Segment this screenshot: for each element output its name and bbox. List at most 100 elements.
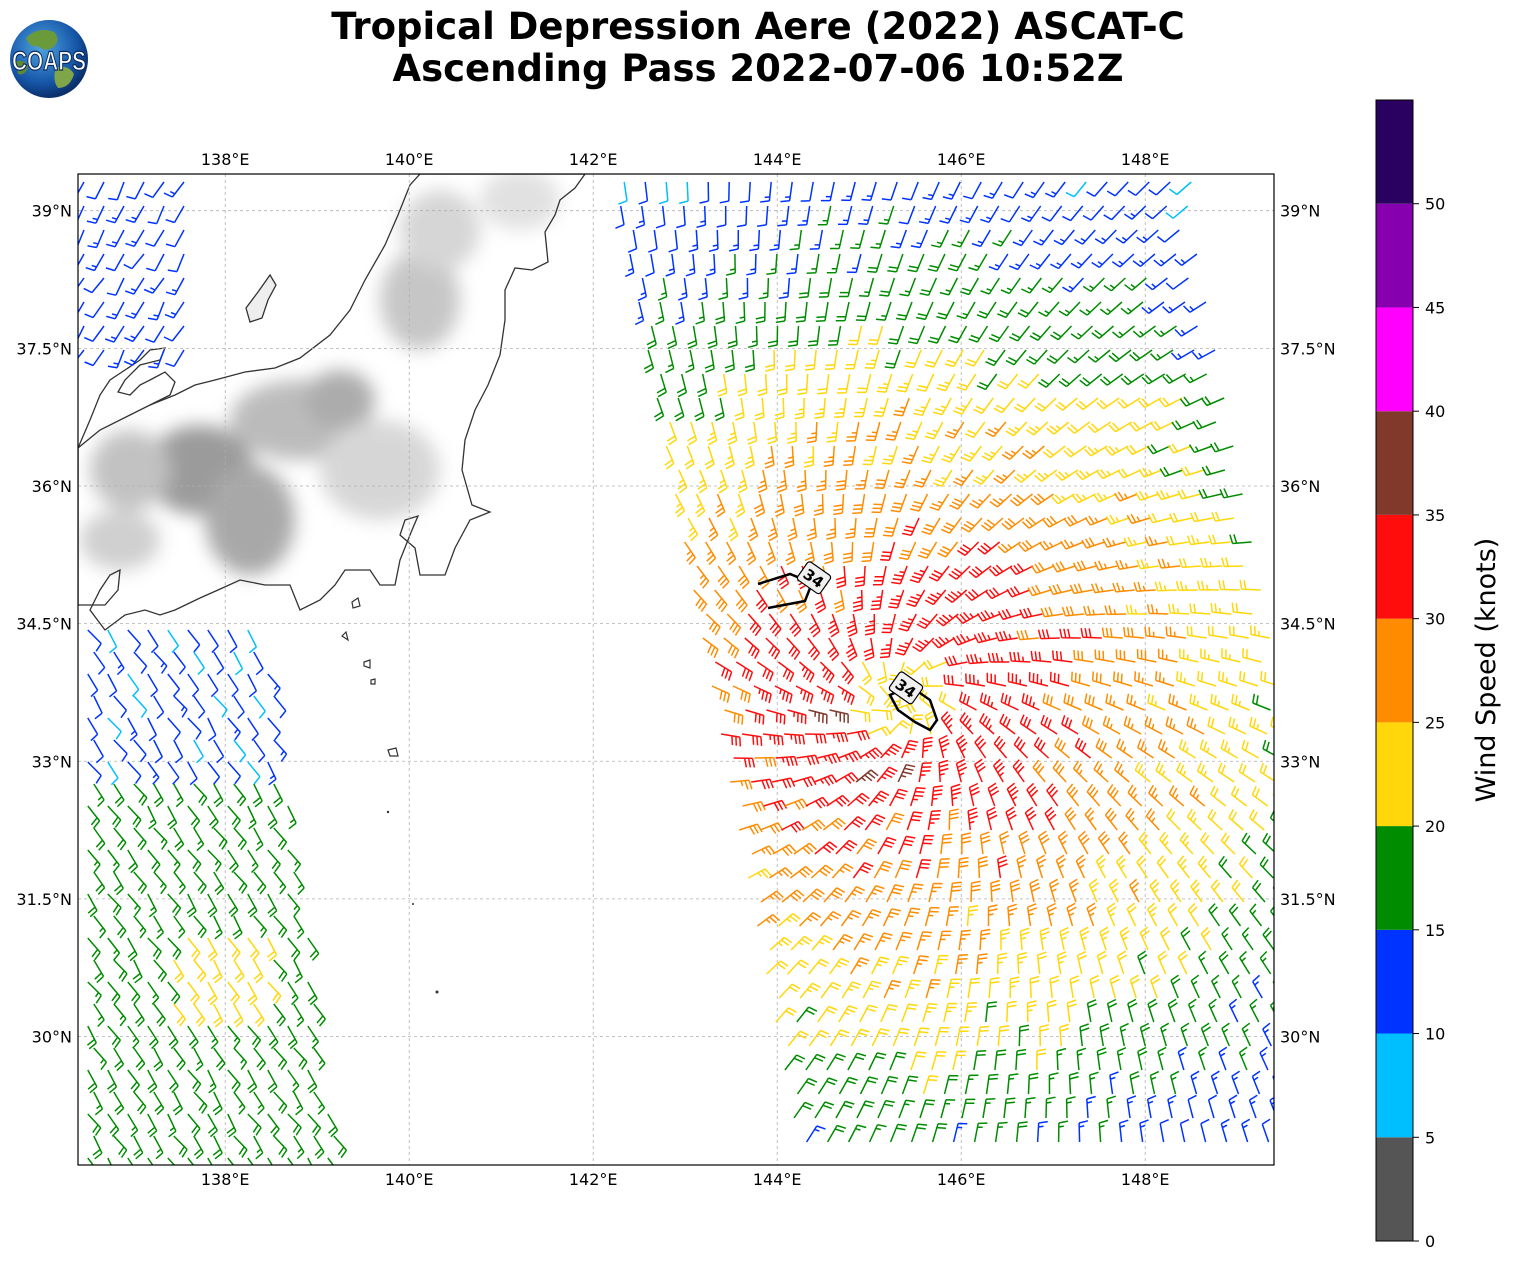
wind-barb [938,734,950,759]
wind-barb [815,301,829,323]
colorbar-tick-label: 45 [1425,298,1445,317]
wind-barb [861,541,875,563]
wind-barb [1177,489,1201,500]
wind-barb [1046,783,1059,807]
wind-barb [1036,951,1048,975]
wind-barb [105,205,125,224]
wind-barb [685,253,696,277]
wind-barb [789,865,814,879]
wind-barb [153,827,168,850]
wind-barb [900,739,919,759]
wind-barb [133,1003,145,1028]
wind-barb [93,1047,108,1071]
wind-barb [193,959,207,983]
wind-barb [819,661,835,684]
wind-barb [835,839,858,855]
wind-barb [807,325,821,347]
wind-barb [723,637,740,659]
wind-barb [193,783,208,806]
wind-barb [744,637,760,659]
wind-barb [842,541,854,564]
wind-barb [748,517,759,542]
wind-barb [990,879,1001,903]
wind-barb [931,636,956,649]
wind-barb [287,1025,298,1050]
wind-barb [808,613,821,638]
wind-barb [1082,277,1105,293]
wind-barb [871,493,887,514]
wind-barb [207,1069,217,1094]
wind-barb [93,783,105,808]
wind-barb [1167,902,1179,927]
wind-barb [976,301,997,319]
wind-barb [232,915,243,940]
wind-barb [1116,950,1128,975]
wind-barb [1186,808,1202,831]
wind-barb [1093,760,1109,783]
wind-barb [1239,579,1261,591]
wind-barb [735,661,754,682]
wind-barb [754,756,777,767]
wind-barb [1165,277,1189,290]
wind-barb [987,652,1010,663]
wind-barb [847,325,863,346]
wind-barb [805,796,830,809]
wind-barb [774,397,785,421]
wind-barb [1221,557,1244,568]
wind-barb [1168,693,1187,711]
wind-barb [823,445,836,467]
wind-barb [666,421,678,446]
wind-barb [916,301,934,321]
wind-barb [247,629,258,654]
wind-barb [767,421,778,445]
wind-barb [125,301,145,319]
wind-barb [207,629,219,654]
wind-barb [1069,583,1093,595]
wind-barb [1120,373,1145,386]
wind-barb [1241,1118,1251,1143]
wind-barb [766,709,786,725]
wind-barb [1132,253,1156,268]
wind-barb [840,909,862,927]
wind-barb [1024,1096,1036,1119]
wind-barb [187,761,198,786]
wind-barb [145,325,165,343]
wind-barb [1001,445,1024,461]
wind-barb [1125,807,1139,831]
wind-barb [1175,581,1198,591]
wind-barb [1117,468,1142,479]
wind-barb [1145,808,1160,831]
wind-barb [1066,999,1077,1023]
wind-barb [835,469,848,491]
wind-barb [717,373,728,397]
wind-barb [968,325,989,343]
wind-barb [1075,854,1086,879]
wind-barb [724,445,735,470]
wind-barb [1302,952,1313,974]
colorbar-segment [1376,203,1413,308]
wind-barb [1259,950,1272,975]
wind-barb [207,1025,219,1050]
wind-barb [967,977,981,999]
wind-barb [1148,784,1164,807]
wind-barb [973,1050,987,1071]
wind-barb [696,565,710,589]
wind-barb [1123,536,1147,548]
wind-barb [1013,469,1037,483]
wind-barb [973,397,994,414]
wind-barb [666,325,678,350]
wind-barb [207,761,221,785]
wind-barb [307,981,318,1006]
wind-barb [876,766,898,783]
wind-barb [1272,791,1274,797]
wind-barb [708,229,719,253]
wind-barb [836,373,851,394]
wind-barb [695,301,706,325]
wind-barb [792,775,817,788]
wind-barb [993,735,1008,759]
wind-barb [827,637,840,662]
wind-barb [86,1025,97,1050]
wind-barb [247,1069,258,1094]
wind-barb [826,421,839,443]
